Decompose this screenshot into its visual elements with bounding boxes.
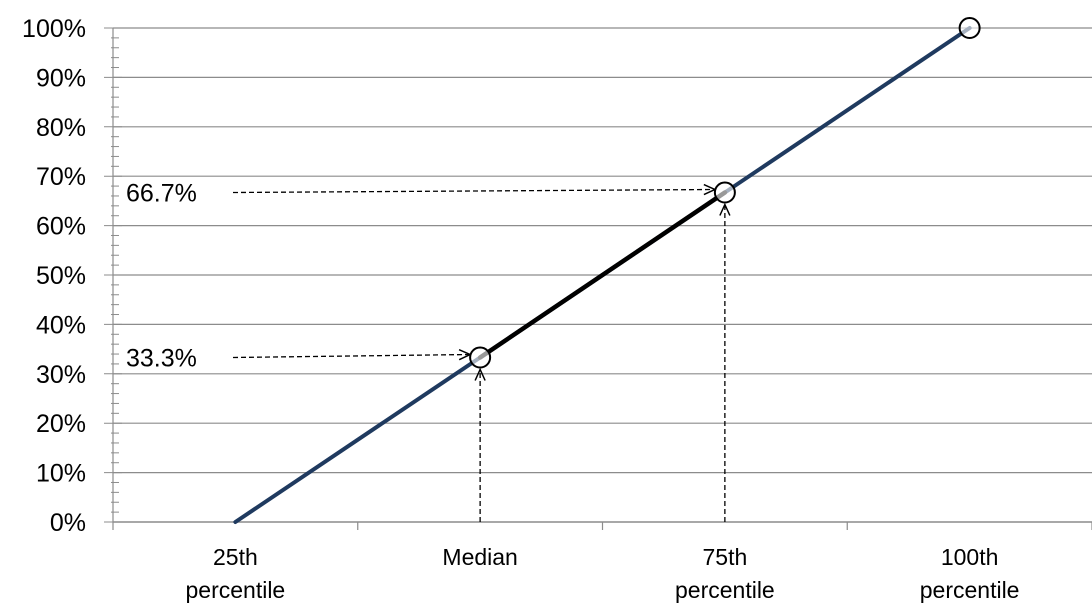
horizontal-guide-arrow: [232, 348, 472, 361]
horizontal-guide-arrow: [232, 183, 717, 196]
x-tick-label-line: 25th: [213, 544, 258, 570]
gridlines: [113, 27, 1092, 474]
axes: [104, 27, 1092, 530]
y-axis-tick-labels: 0% 10% 20% 30% 40% 50% 60% 70% 80% 90% 100%: [22, 15, 86, 537]
y-tick-label: 90%: [36, 64, 86, 92]
data-point-marker: [469, 346, 492, 369]
data-point-marker: [958, 17, 981, 39]
y-tick-label: 0%: [50, 509, 86, 537]
y-tick-label: 30%: [36, 361, 86, 389]
y-tick-label: 60%: [36, 213, 86, 241]
annotation-guides: [232, 183, 731, 522]
y-tick-label: 10%: [36, 460, 86, 488]
series-lines: [233, 26, 972, 524]
x-tick-label: Median: [442, 544, 517, 570]
x-axis-tick-labels: 25th percentile Median 75th percentile 100th p…: [186, 544, 1020, 603]
point-markers: [469, 17, 981, 369]
y-tick-label: 100%: [22, 15, 86, 43]
x-tick-label-line: 100th: [941, 544, 999, 570]
annotation-label: 66.7%: [126, 180, 197, 208]
x-tick-label-line: percentile: [675, 577, 775, 603]
x-tick-label-line: 75th: [702, 544, 747, 570]
series-line-highlight: [477, 190, 728, 360]
y-tick-label: 50%: [36, 262, 86, 290]
y-tick-label: 40%: [36, 311, 86, 339]
annotation-labels: 33.3% 66.7%: [126, 180, 197, 373]
y-tick-label: 70%: [36, 163, 86, 191]
x-tick-label: 100th percentile: [920, 544, 1020, 603]
x-tick-label-line: Median: [442, 544, 517, 570]
x-tick-label: 75th percentile: [675, 544, 775, 603]
x-tick-label-line: percentile: [186, 577, 286, 603]
data-point-marker: [713, 181, 736, 204]
y-tick-label: 20%: [36, 410, 86, 438]
y-tick-label: 80%: [36, 114, 86, 142]
x-tick-label: 25th percentile: [186, 544, 286, 603]
x-tick-label-line: percentile: [920, 577, 1020, 603]
annotation-label: 33.3%: [126, 344, 197, 372]
